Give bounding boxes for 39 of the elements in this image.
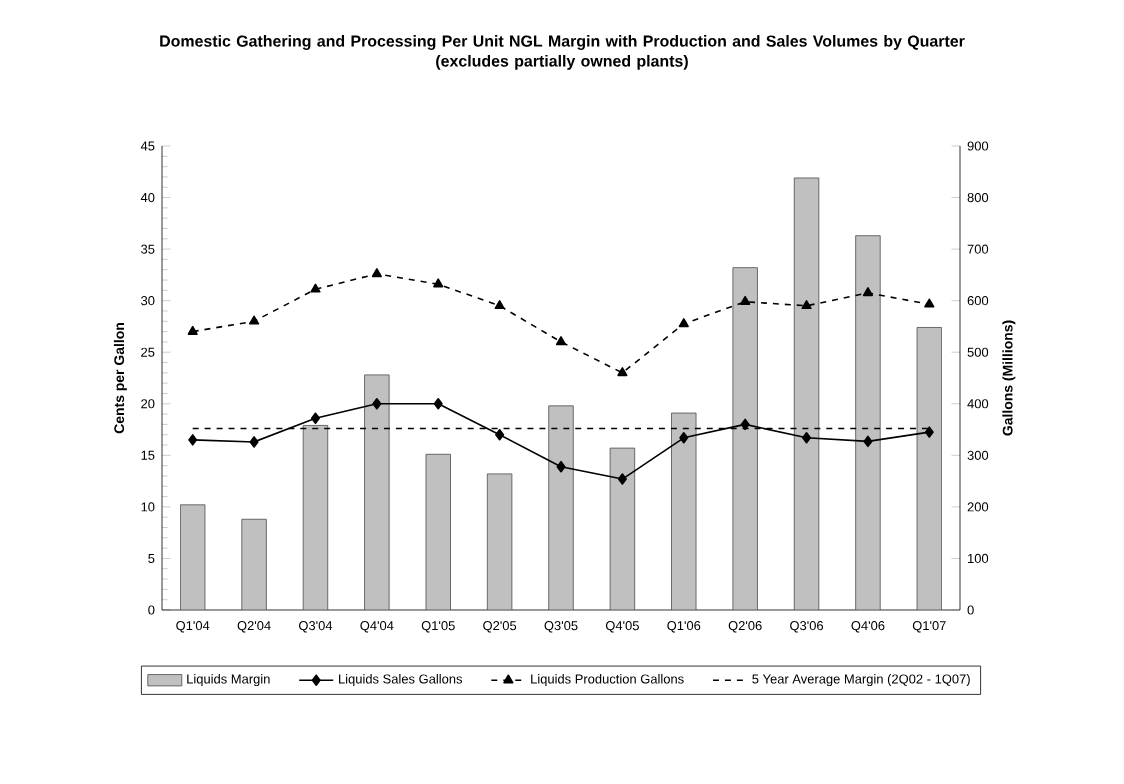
- point: [617, 367, 628, 377]
- point: [555, 336, 567, 346]
- point: [310, 283, 321, 293]
- bar: [302, 425, 329, 610]
- bar: [855, 235, 881, 610]
- point: [371, 268, 382, 278]
- bar: [793, 177, 820, 610]
- bar: [364, 374, 390, 610]
- point: [556, 460, 566, 473]
- point: [310, 412, 320, 424]
- bar: [486, 473, 513, 610]
- bar: [609, 447, 636, 610]
- point: [495, 428, 505, 441]
- point: [740, 418, 750, 431]
- bar: [241, 518, 267, 610]
- point: [617, 473, 627, 485]
- point: [494, 300, 505, 310]
- point: [863, 435, 873, 448]
- point: [249, 436, 259, 448]
- bar: [916, 327, 942, 610]
- bar: [180, 504, 206, 610]
- bar: [732, 267, 758, 610]
- point: [924, 298, 935, 308]
- point: [924, 426, 934, 438]
- bar: [548, 405, 574, 610]
- point: [740, 295, 751, 305]
- point: [679, 432, 689, 444]
- point: [433, 278, 444, 288]
- point: [187, 325, 198, 335]
- point: [372, 397, 382, 410]
- bar: [425, 453, 451, 610]
- point: [188, 434, 198, 446]
- point: [801, 300, 812, 310]
- point: [862, 287, 874, 297]
- point: [433, 397, 443, 410]
- bar: [671, 412, 697, 610]
- point: [248, 315, 260, 325]
- point: [678, 318, 689, 328]
- point: [802, 432, 812, 444]
